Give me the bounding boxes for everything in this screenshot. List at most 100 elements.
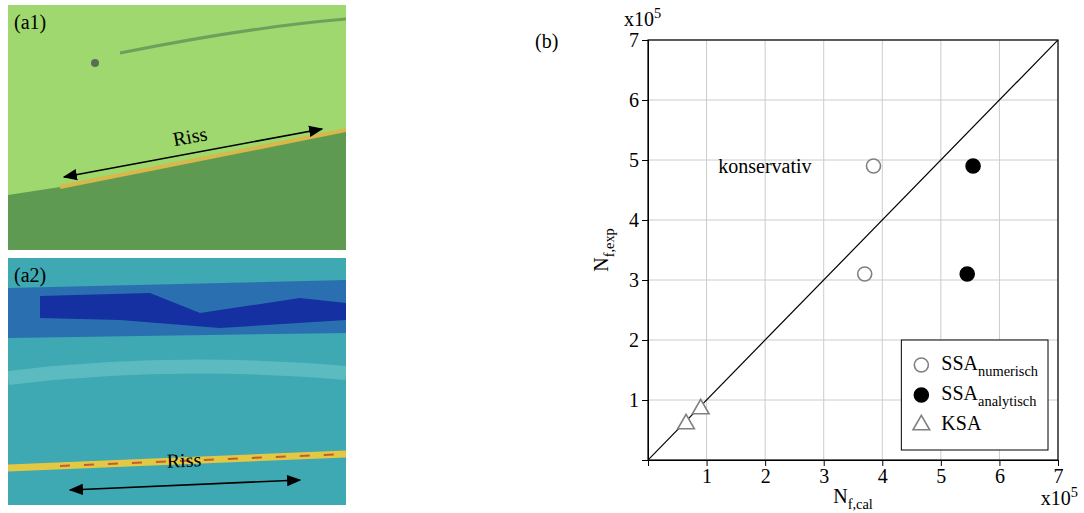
tick-label: 4 xyxy=(629,209,639,231)
tick: 3 xyxy=(629,269,648,291)
legend-label: KSA xyxy=(941,412,982,434)
tick: 6 xyxy=(995,460,1005,487)
tick-label: 3 xyxy=(819,465,829,487)
y-multiplier-main: x10 xyxy=(624,8,654,30)
data-point xyxy=(960,267,974,281)
grid-line-x xyxy=(823,40,824,460)
tick-mark xyxy=(642,400,648,401)
tick-mark xyxy=(642,40,648,41)
tick-label: 6 xyxy=(629,89,639,111)
tick-label: 1 xyxy=(629,389,639,411)
tick-mark xyxy=(642,340,648,341)
tick: 4 xyxy=(629,209,648,231)
legend-label-main: KSA xyxy=(941,412,982,434)
tick: 5 xyxy=(629,149,648,171)
grid-line-x xyxy=(765,40,766,460)
legend-marker xyxy=(914,388,928,402)
legend-marker xyxy=(913,415,930,429)
photo-panel: Riss (a2) xyxy=(8,258,346,505)
y-multiplier: x105 xyxy=(624,5,661,30)
tick-label: 6 xyxy=(995,465,1005,487)
tick-label: 1 xyxy=(702,465,712,487)
panel-label: (a1) xyxy=(14,11,46,34)
crack-label: Riss xyxy=(171,122,209,150)
legend-label-main: SSA xyxy=(941,382,978,404)
crack-label: Riss xyxy=(166,448,202,471)
tick: 7 xyxy=(629,29,648,51)
photo xyxy=(8,5,346,250)
tick: 3 xyxy=(819,460,829,487)
data-point xyxy=(867,159,881,173)
axis-line xyxy=(642,41,649,461)
grid-line-x xyxy=(706,40,707,460)
tick: 7 xyxy=(1054,460,1064,487)
tick: 1 xyxy=(629,389,648,411)
panel-label: (a2) xyxy=(14,264,46,287)
photo-background xyxy=(8,258,346,505)
y-axis-title-main: N xyxy=(590,257,612,271)
x-multiplier-main: x10 xyxy=(1041,487,1071,509)
tick-mark xyxy=(642,100,648,101)
tick-mark xyxy=(642,160,648,161)
photo-spot xyxy=(91,59,99,67)
grid-line-y xyxy=(648,160,1058,161)
diagonal xyxy=(648,40,1058,460)
figure: Riss(a1)Riss(a2)12345671234567Nf,calNf,e… xyxy=(0,0,1084,513)
legend: SSAnumerischSSAanalytischKSA xyxy=(901,340,1048,450)
grid xyxy=(648,40,1058,460)
tick-label: 5 xyxy=(936,465,946,487)
grid-line-y xyxy=(648,100,1058,101)
grid-line-y xyxy=(648,280,1058,281)
plot-frame xyxy=(648,40,1058,460)
plot-marks xyxy=(648,40,1058,460)
y-axis-title-subscript: f,exp xyxy=(601,228,617,257)
data-point xyxy=(692,399,709,413)
legend-label-main: SSA xyxy=(941,352,978,374)
x-axis-title-subscript: f,cal xyxy=(848,496,873,512)
tick: 4 xyxy=(878,460,888,487)
legend-label: SSAnumerisch xyxy=(941,352,1038,379)
photo-line xyxy=(120,19,346,53)
grid-line-x xyxy=(882,40,883,460)
tick-label: 7 xyxy=(1054,465,1064,487)
data-point xyxy=(858,267,872,281)
tick: 5 xyxy=(936,460,946,487)
panel-label: (b) xyxy=(535,30,558,53)
legend-marker xyxy=(914,358,928,372)
photo-ridge xyxy=(8,367,346,378)
y-multiplier-superscript: 5 xyxy=(654,5,661,21)
photo xyxy=(8,258,346,505)
tick: 2 xyxy=(629,329,648,351)
annotation: konservativ xyxy=(718,155,811,177)
chart: 12345671234567Nf,calNf,expx105x105(b)kon… xyxy=(535,5,1078,512)
tick: 2 xyxy=(761,460,771,487)
tick-mark xyxy=(642,220,648,221)
data-point xyxy=(966,159,980,173)
y-axis-title: Nf,exp xyxy=(590,228,617,272)
photo-panel: Riss (a1) xyxy=(8,5,346,250)
grid-line-y xyxy=(648,220,1058,221)
tick-label: 3 xyxy=(629,269,639,291)
legend-label: SSAanalytisch xyxy=(941,382,1036,409)
x-axis: 1 2 3 4 5 6 7 xyxy=(649,460,1064,487)
y-axis: 1 2 3 4 5 6 7 xyxy=(629,29,649,461)
x-axis-title: Nf,cal xyxy=(833,485,873,512)
tick-label: 2 xyxy=(629,329,639,351)
tick-label: 4 xyxy=(878,465,888,487)
photo-background xyxy=(8,5,346,250)
tick-label: 2 xyxy=(761,465,771,487)
photo-band xyxy=(8,280,346,338)
data-point xyxy=(678,414,695,428)
tick-mark xyxy=(642,280,648,281)
tick-label: 5 xyxy=(629,149,639,171)
legend-box xyxy=(901,340,1048,450)
photo-band xyxy=(40,293,346,328)
x-multiplier: x105 xyxy=(1041,484,1078,509)
x-multiplier-superscript: 5 xyxy=(1071,484,1078,500)
tick: 1 xyxy=(702,460,712,487)
photo-crack xyxy=(60,454,346,466)
x-axis-title-main: N xyxy=(833,485,847,507)
tick-label: 7 xyxy=(629,29,639,51)
legend-label-subscript: numerisch xyxy=(978,363,1038,379)
legend-label-subscript: analytisch xyxy=(978,393,1036,409)
